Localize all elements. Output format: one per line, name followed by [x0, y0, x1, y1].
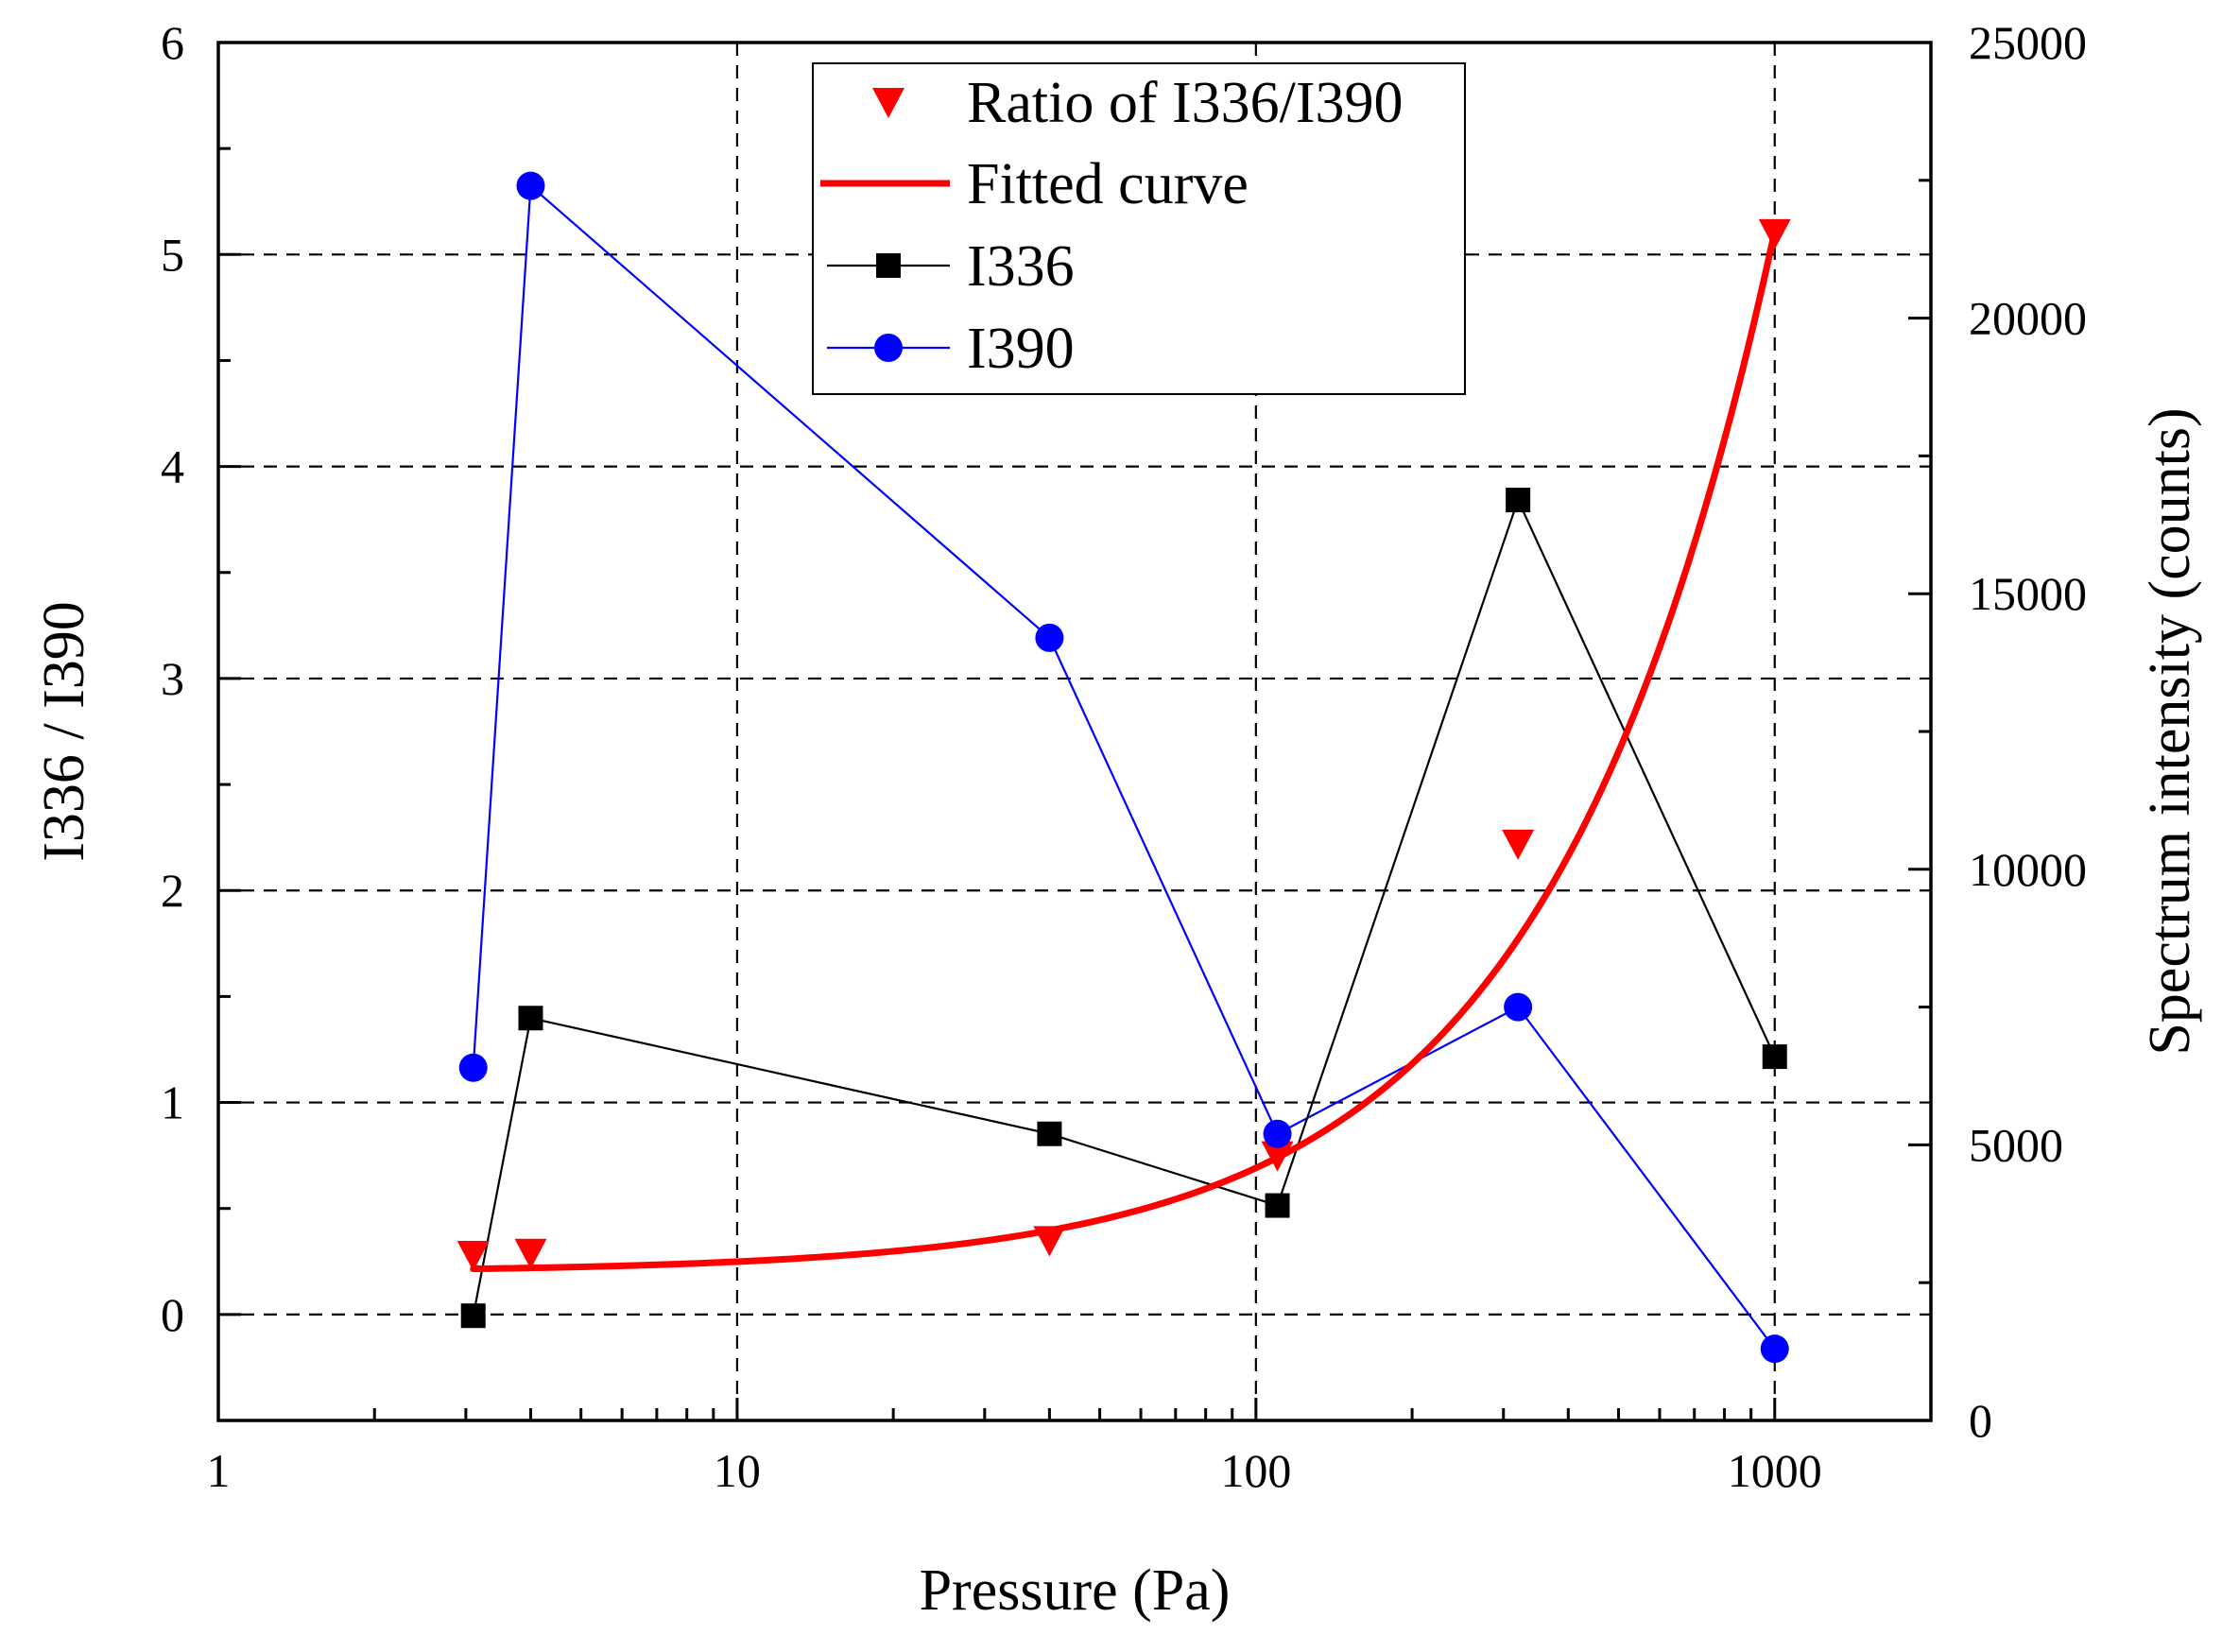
fitted-curve	[470, 228, 1779, 1273]
axes: 0 1 2 3 4 5 6 0 5000 10000 15000 20000 25000 1 10 100 10…	[32, 16, 2202, 1623]
series-i336-line	[472, 497, 1776, 1316]
ratio-point	[1502, 829, 1535, 860]
i390-point	[1263, 1119, 1292, 1148]
y-left-tick-label: 2	[161, 864, 184, 917]
y-right-tick-label: 5000	[1969, 1118, 2063, 1171]
ratio-point	[456, 1241, 490, 1272]
legend-i390-marker	[874, 334, 903, 362]
legend-i336-label: I336	[967, 234, 1075, 299]
legend-i390-label: I390	[967, 317, 1075, 381]
i336-point	[460, 1303, 486, 1329]
ratio-point	[514, 1238, 547, 1269]
legend: Ratio of I336/I390 Fitted curve I336 I390	[812, 62, 1466, 395]
y-left-tick-label: 5	[161, 228, 184, 281]
i390-point	[1504, 992, 1533, 1022]
legend-ratio-marker	[872, 88, 904, 118]
y-left-tick-label: 3	[161, 652, 184, 705]
y-right-tick-label: 15000	[1969, 567, 2087, 620]
x-tick-label: 10	[714, 1444, 761, 1497]
y-left-tick-label: 0	[161, 1288, 184, 1341]
y-right-tick-label: 0	[1969, 1394, 1992, 1447]
i336-point	[1037, 1121, 1062, 1146]
series-i390-line	[472, 183, 1776, 1350]
y-left-tick-label: 1	[161, 1076, 184, 1129]
x-tick-label: 1000	[1728, 1444, 1822, 1497]
i390-point	[516, 171, 545, 200]
legend-i336-marker	[876, 253, 901, 278]
i390-point	[1035, 623, 1064, 652]
x-tick-label: 1	[207, 1444, 231, 1497]
legend-fit-label: Fitted curve	[967, 152, 1249, 216]
x-axis-title: Pressure (Pa)	[920, 1558, 1231, 1623]
series-layer	[456, 171, 1791, 1364]
i336-point	[518, 1006, 543, 1031]
y-right-tick-label: 10000	[1969, 843, 2087, 896]
y-right-axis-title: Spectrum intensity (counts)	[2138, 407, 2202, 1055]
i336-point	[1506, 488, 1531, 513]
i336-point	[1762, 1044, 1787, 1070]
y-left-tick-label: 4	[161, 440, 184, 493]
y-left-axis-title: I336 / I390	[32, 601, 96, 862]
i336-point	[1265, 1193, 1290, 1218]
y-right-tick-label: 20000	[1969, 292, 2087, 345]
x-tick-label: 100	[1220, 1444, 1291, 1497]
i390-point	[1760, 1334, 1789, 1364]
y-left-tick-label: 6	[161, 16, 184, 69]
legend-ratio-label: Ratio of I336/I390	[967, 71, 1404, 135]
i390-point	[458, 1053, 488, 1082]
y-right-tick-label: 25000	[1969, 16, 2087, 69]
legend-box	[812, 62, 1466, 395]
